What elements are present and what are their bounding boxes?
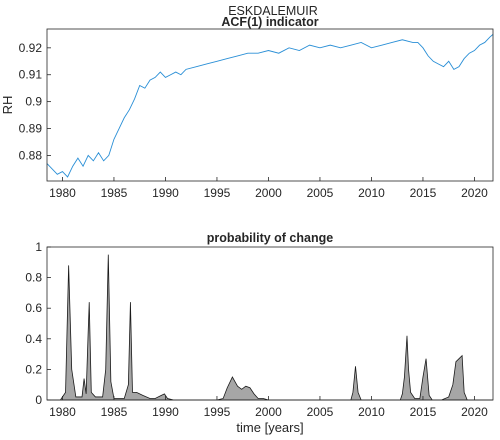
y-tick-label: 0.8 [25,271,42,285]
axes-box [46,28,494,182]
x-tick-label: 1980 [49,186,76,200]
x-tick-label: 2020 [461,186,488,200]
chart-title: probability of change [207,231,333,245]
chart-acf-indicator: ACF(1) indicator 1980 1985 1990 1995 2000 2005… [0,15,494,200]
x-tick-label: 2010 [358,186,385,200]
x-tick-label: 2005 [307,186,334,200]
x-tick-label: 1995 [204,186,231,200]
y-axis-label: RH [0,96,15,115]
series-line [46,34,494,178]
figure-suptitle: ESKDALEMUIR [228,4,318,18]
y-tick-label: 0.88 [19,148,43,162]
x-tick-label: 2005 [307,405,334,419]
x-tick-label: 2020 [461,405,488,419]
y-tick-label: 0.6 [25,301,42,315]
x-tick-label: 2010 [358,405,385,419]
x-tick-label: 1995 [204,405,231,419]
x-axis-label: time [years] [236,420,303,435]
chart-title: ACF(1) indicator [221,15,318,29]
x-tick-label: 2000 [255,186,282,200]
y-tick-label: 0 [35,393,42,407]
y-tick-label: 0.9 [25,95,42,109]
y-tick-label: 0.91 [19,68,43,82]
y-tick-label: 1 [35,240,42,254]
y-tick-label: 0.4 [25,332,42,346]
x-tick-label: 2000 [255,405,282,419]
y-tick-label: 0.92 [19,41,43,55]
x-tick-label: 2015 [410,405,437,419]
x-tick-label: 1985 [101,405,128,419]
y-tick-label: 0.89 [19,122,43,136]
chart-probability-of-change: probability of change 1980 1985 1990 1995 200… [25,231,494,435]
series-area [47,254,493,401]
y-tick-label: 0.2 [25,362,42,376]
axes-box [46,246,494,401]
x-tick-label: 1990 [152,405,179,419]
x-tick-label: 1990 [152,186,179,200]
x-tick-label: 2015 [410,186,437,200]
x-tick-label: 1985 [101,186,128,200]
x-tick-label: 1980 [49,405,76,419]
